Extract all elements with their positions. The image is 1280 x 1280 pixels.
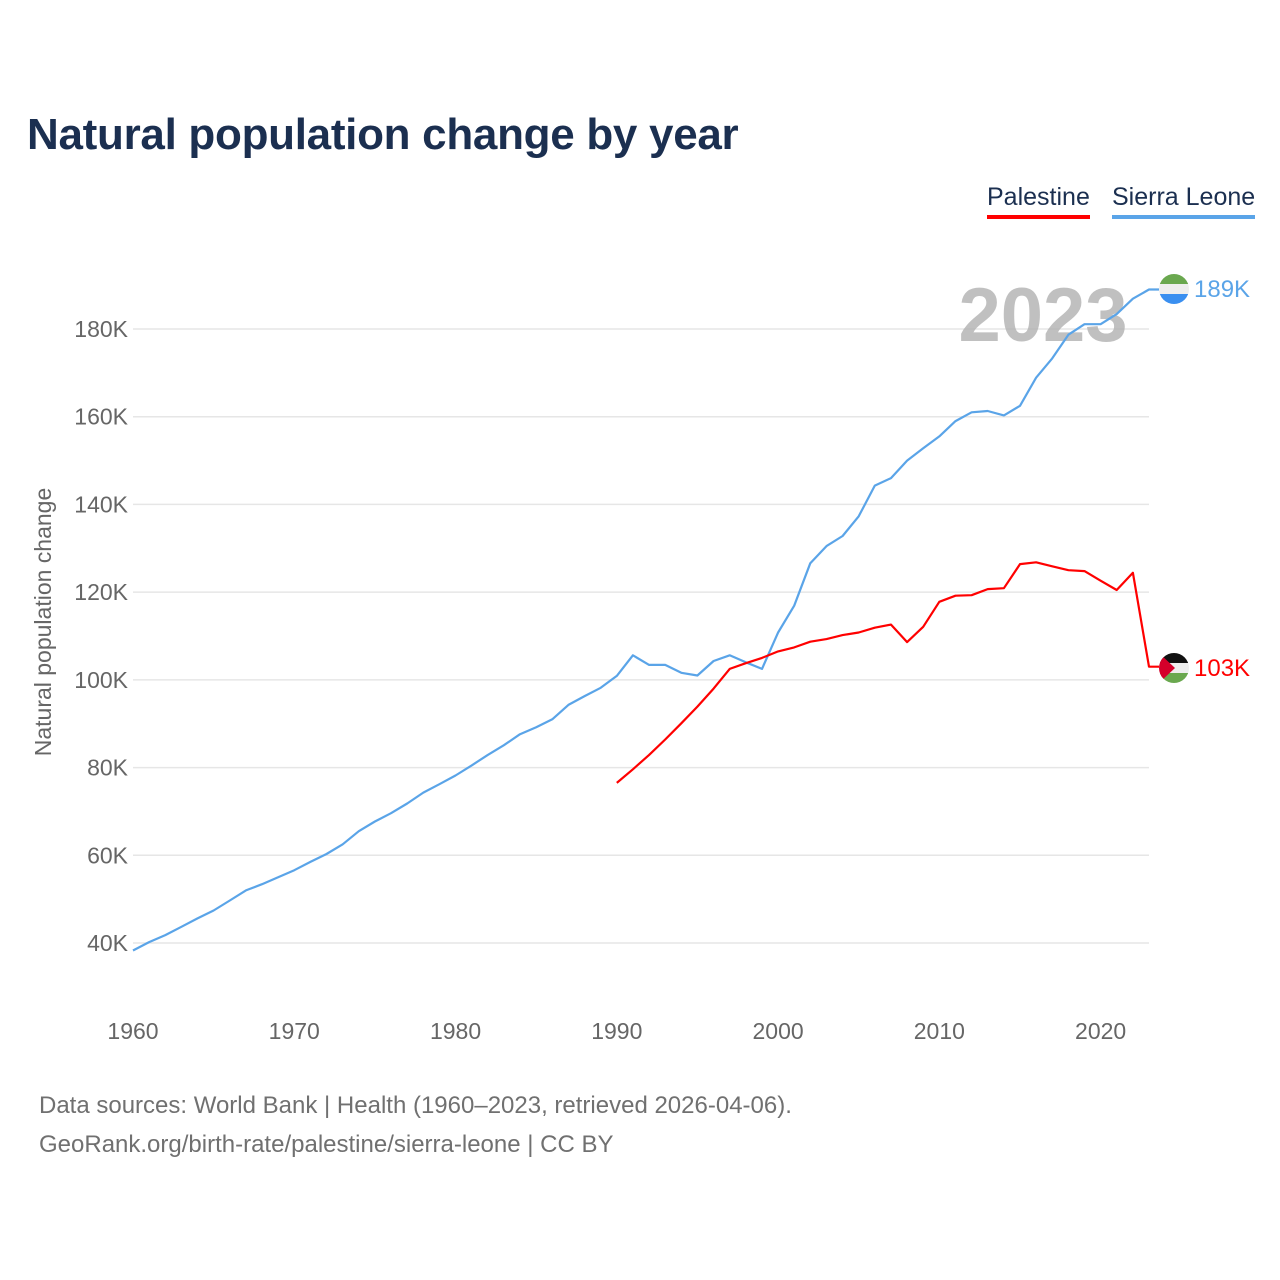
series-line-sierra-leone[interactable] <box>132 288 1159 952</box>
x-tick-label: 2010 <box>914 1018 965 1044</box>
y-tick-label: 140K <box>74 491 128 517</box>
x-tick-label: 1990 <box>591 1018 642 1044</box>
source-line-1: Data sources: World Bank | Health (1960–… <box>39 1092 792 1119</box>
x-tick-label: 1960 <box>107 1018 158 1044</box>
legend-item-palestine[interactable]: Palestine <box>987 183 1090 219</box>
y-tick-label: 100K <box>74 667 128 693</box>
legend-item-sierra-leone[interactable]: Sierra Leone <box>1112 183 1256 219</box>
chart-title: Natural population change by year <box>27 110 739 159</box>
palestine-end-label: 103K <box>1194 655 1250 682</box>
y-tick-label: 60K <box>87 842 129 868</box>
x-tick-label: 1980 <box>430 1018 481 1044</box>
source-line-2[interactable]: GeoRank.org/birth-rate/palestine/sierra-… <box>39 1131 614 1158</box>
x-tick-label: 2000 <box>752 1018 803 1044</box>
y-tick-label: 180K <box>74 316 128 342</box>
sierra-leone-end-label: 189K <box>1194 276 1250 303</box>
y-tick-label: 80K <box>87 755 129 781</box>
sierra-leone-flag-icon <box>1159 274 1189 304</box>
x-tick-label: 1970 <box>269 1018 320 1044</box>
source-note: Data sources: World Bank | Health (1960–… <box>39 1086 792 1164</box>
y-tick-label: 40K <box>87 930 129 956</box>
y-tick-label: 160K <box>74 404 128 430</box>
y-tick-label: 120K <box>74 579 128 605</box>
x-tick-label: 2020 <box>1075 1018 1126 1044</box>
year-watermark: 2023 <box>958 273 1127 358</box>
palestine-flag-icon <box>1159 653 1189 683</box>
series-line-palestine[interactable] <box>616 561 1159 784</box>
y-axis-label: Natural population change <box>30 488 56 757</box>
